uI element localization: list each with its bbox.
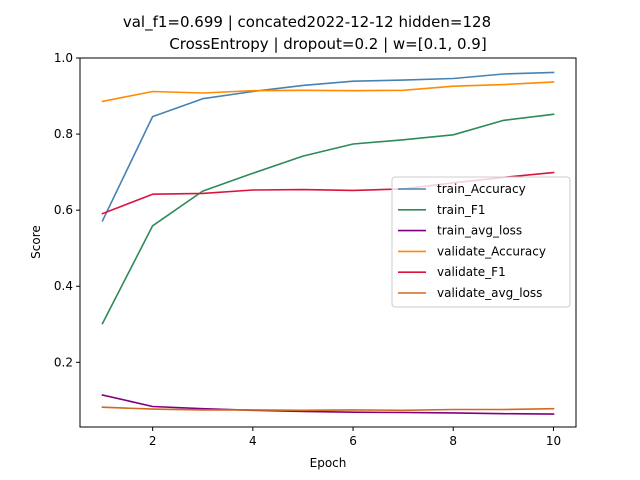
legend-label-train-Accuracy: train_Accuracy	[437, 182, 526, 196]
x-tick-label: 10	[546, 434, 561, 448]
x-tick-label: 8	[449, 434, 457, 448]
legend-box	[391, 176, 571, 308]
legend-label-validate-avg-loss: validate_avg_loss	[437, 286, 542, 300]
y-axis-title: Score	[29, 225, 43, 259]
chart-title-line-1: val_f1=0.699 | concated2022-12-12 hidden…	[123, 13, 491, 32]
series-line-train-Accuracy	[101, 71, 555, 222]
plot-lines	[101, 71, 555, 415]
y-tick-label: 0.2	[54, 355, 73, 369]
y-axis: 0.2 0.4 0.6 0.8 1.0	[54, 51, 80, 369]
x-tick-label: 4	[249, 434, 257, 448]
plot-frame	[79, 57, 577, 428]
x-tick-label: 2	[149, 434, 157, 448]
y-tick-label: 0.8	[54, 127, 73, 141]
legend: train_Accuracy train_F1 train_avg_lossvali…	[391, 176, 571, 308]
x-axis: 2 4 6 8 10	[149, 427, 561, 448]
series-line-validate-avg-loss	[101, 406, 555, 412]
legend-label-validate-Accuracy: validate_Accuracy	[437, 244, 546, 258]
legend-label-validate-F1: validate_F1	[437, 265, 506, 279]
legend-label-train-avg-loss: train_avg_loss	[437, 224, 522, 238]
chart-title-line-2: CrossEntropy | dropout=0.2 | w=[0.1, 0.9…	[169, 35, 486, 53]
series-line-train-F1	[101, 113, 555, 325]
x-axis-title: Epoch	[310, 456, 347, 470]
x-tick-label: 6	[349, 434, 357, 448]
y-tick-label: 0.4	[54, 279, 73, 293]
legend-label-train-F1: train_F1	[437, 203, 485, 217]
y-tick-label: 1.0	[54, 51, 73, 65]
y-tick-label: 0.6	[54, 203, 73, 217]
series-line-validate-Accuracy	[101, 81, 555, 103]
series-line-train-avg-loss	[101, 394, 555, 415]
